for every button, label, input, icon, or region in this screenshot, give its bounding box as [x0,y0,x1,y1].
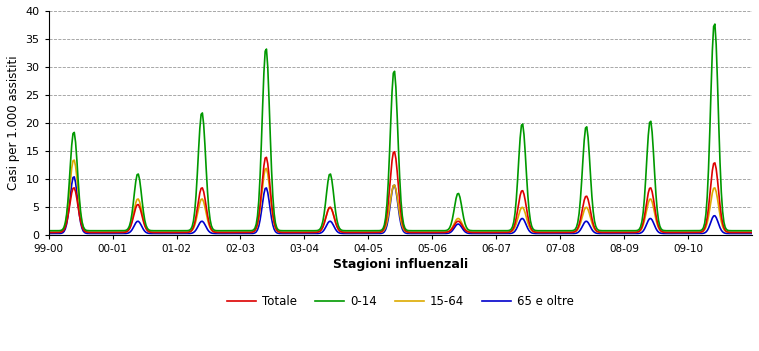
15-64 [44,230,53,234]
65 e oltre [96,231,106,236]
15-64 [748,230,757,234]
15-64 [534,230,543,234]
65 e oltre [748,231,757,236]
Totale [366,230,375,234]
15-64 [70,158,79,162]
0-14 [710,22,720,26]
65 e oltre [667,231,676,236]
15-64 [107,230,116,234]
0-14 [366,229,375,233]
65 e oltre [70,175,79,179]
Y-axis label: Casi per 1.000 assistiti: Casi per 1.000 assistiti [7,56,20,190]
Line: Totale: Totale [49,152,752,232]
15-64 [367,230,376,234]
65 e oltre [317,230,326,234]
0-14 [664,229,673,233]
0-14 [666,229,675,233]
0-14 [44,229,53,233]
0-14 [316,227,325,231]
0-14 [748,229,757,233]
0-14 [96,229,105,233]
65 e oltre [44,231,53,236]
Line: 65 e oltre: 65 e oltre [49,177,752,233]
65 e oltre [666,231,675,236]
Totale [44,230,53,234]
X-axis label: Stagioni influenzali: Stagioni influenzali [332,258,468,271]
Totale [666,230,675,234]
0-14 [532,229,541,233]
65 e oltre [104,231,113,236]
65 e oltre [534,231,543,236]
Totale [748,230,757,234]
15-64 [667,230,676,234]
15-64 [666,230,675,234]
Line: 15-64: 15-64 [49,160,752,232]
Legend: Totale, 0-14, 15-64, 65 e oltre: Totale, 0-14, 15-64, 65 e oltre [222,290,579,313]
Totale [534,230,543,234]
0-14 [103,229,112,233]
Totale [106,230,115,234]
Totale [316,229,325,233]
15-64 [96,230,106,234]
Line: 0-14: 0-14 [49,24,752,231]
15-64 [317,227,326,232]
65 e oltre [367,231,376,236]
Totale [96,230,105,234]
Totale [390,150,399,154]
Totale [667,230,676,234]
